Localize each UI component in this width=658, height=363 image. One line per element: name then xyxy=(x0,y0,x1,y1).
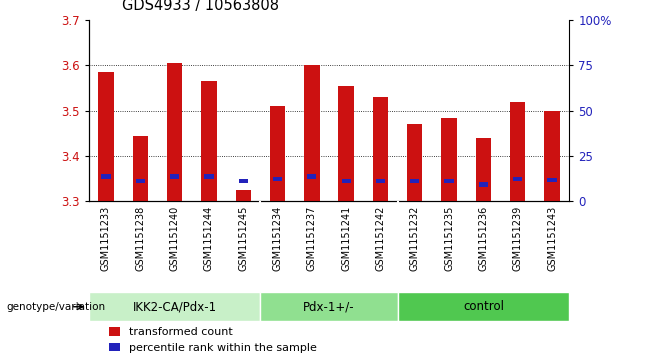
Text: GSM1151238: GSM1151238 xyxy=(136,206,145,271)
Bar xyxy=(479,182,488,187)
Bar xyxy=(372,97,388,201)
Text: GSM1151235: GSM1151235 xyxy=(444,206,454,272)
Bar xyxy=(376,179,385,183)
Text: GSM1151237: GSM1151237 xyxy=(307,206,317,272)
Bar xyxy=(101,174,111,179)
Bar xyxy=(236,190,251,201)
Bar xyxy=(170,174,179,179)
Bar xyxy=(304,65,320,201)
Bar xyxy=(442,118,457,201)
Bar xyxy=(544,111,560,201)
Bar xyxy=(239,179,248,183)
Text: GSM1151244: GSM1151244 xyxy=(204,206,214,271)
Bar xyxy=(397,292,569,321)
Bar xyxy=(410,179,419,183)
Bar xyxy=(338,86,354,201)
Text: GSM1151242: GSM1151242 xyxy=(376,206,386,272)
Text: GSM1151233: GSM1151233 xyxy=(101,206,111,271)
Text: control: control xyxy=(463,300,504,313)
Bar xyxy=(89,292,261,321)
Text: Pdx-1+/-: Pdx-1+/- xyxy=(303,300,355,313)
Bar xyxy=(444,179,454,183)
Legend: transformed count, percentile rank within the sample: transformed count, percentile rank withi… xyxy=(104,323,321,358)
Bar xyxy=(270,106,286,201)
Bar xyxy=(201,81,216,201)
Bar xyxy=(342,179,351,183)
Text: GSM1151236: GSM1151236 xyxy=(478,206,488,271)
Text: IKK2-CA/Pdx-1: IKK2-CA/Pdx-1 xyxy=(132,300,216,313)
Bar xyxy=(136,179,145,183)
Text: GSM1151243: GSM1151243 xyxy=(547,206,557,271)
Bar xyxy=(476,138,491,201)
Bar xyxy=(204,174,214,179)
Text: GSM1151232: GSM1151232 xyxy=(410,206,420,272)
Bar xyxy=(547,178,557,182)
Bar xyxy=(167,63,182,201)
Bar xyxy=(513,176,522,181)
Text: GSM1151240: GSM1151240 xyxy=(170,206,180,271)
Bar xyxy=(273,176,282,181)
Bar xyxy=(307,174,316,179)
Text: GSM1151241: GSM1151241 xyxy=(341,206,351,271)
Bar xyxy=(261,292,397,321)
Text: GSM1151245: GSM1151245 xyxy=(238,206,248,272)
Bar xyxy=(132,136,148,201)
Text: GSM1151239: GSM1151239 xyxy=(513,206,522,271)
Bar xyxy=(407,124,422,201)
Bar xyxy=(98,72,114,201)
Bar xyxy=(510,102,526,201)
Text: GDS4933 / 10563808: GDS4933 / 10563808 xyxy=(122,0,279,13)
Text: genotype/variation: genotype/variation xyxy=(7,302,106,312)
Text: GSM1151234: GSM1151234 xyxy=(272,206,282,271)
